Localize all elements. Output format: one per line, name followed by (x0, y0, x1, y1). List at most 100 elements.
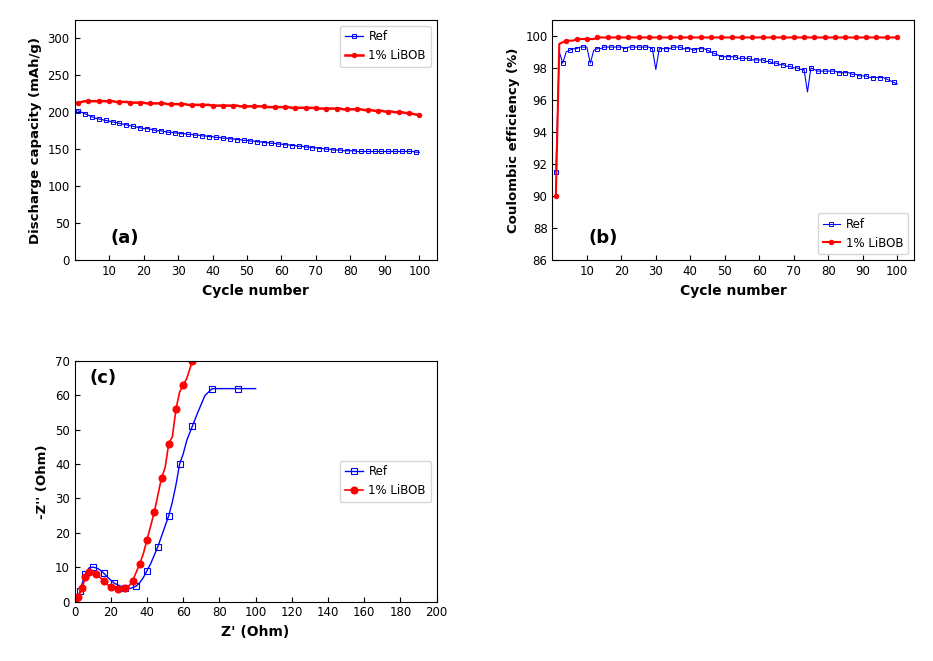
1% LiBOB (82, 570, 93, 578)
Ref (123, 584, 134, 592)
1% LiBOB (868, 34, 879, 42)
Line: Ref: Ref (554, 45, 899, 174)
1% LiBOB (155, 99, 166, 107)
Ref (82, 566, 93, 574)
Legend: Ref, 1% LiBOB: Ref, 1% LiBOB (341, 461, 431, 502)
1% LiBOB (174, 388, 186, 396)
1% LiBOB (116, 586, 127, 594)
Ref (241, 385, 252, 393)
Ref (200, 391, 211, 399)
Ref (181, 436, 192, 444)
1% LiBOB (156, 474, 167, 482)
Ref (730, 53, 741, 61)
Ref (187, 422, 198, 430)
Ref (757, 56, 768, 64)
Ref (98, 569, 109, 577)
1% LiBOB (878, 34, 889, 42)
1% LiBOB (127, 577, 138, 585)
Ref (105, 576, 117, 584)
Ref (620, 45, 631, 53)
1% LiBOB (730, 34, 741, 42)
Ref (575, 43, 586, 51)
1% LiBOB (187, 357, 198, 365)
X-axis label: Cycle number: Cycle number (202, 284, 309, 297)
Line: 1% LiBOB: 1% LiBOB (553, 35, 899, 198)
Line: Ref: Ref (72, 386, 258, 604)
Y-axis label: -Z'' (Ohm): -Z'' (Ohm) (36, 444, 49, 519)
Ref (192, 408, 203, 416)
1% LiBOB (98, 577, 109, 585)
1% LiBOB (80, 574, 91, 582)
1% LiBOB (142, 99, 153, 107)
Ref (71, 596, 82, 603)
Ref (142, 566, 153, 574)
Y-axis label: Coulombic efficiency (%): Coulombic efficiency (%) (507, 48, 520, 233)
Ref (413, 148, 425, 156)
1% LiBOB (252, 102, 263, 110)
Ref (138, 124, 149, 132)
1% LiBOB (75, 589, 86, 597)
1% LiBOB (123, 582, 134, 590)
1% LiBOB (142, 535, 153, 543)
1% LiBOB (113, 586, 124, 594)
1% LiBOB (163, 440, 174, 447)
1% LiBOB (69, 598, 80, 605)
1% LiBOB (119, 584, 131, 592)
Ref (80, 570, 91, 578)
1% LiBOB (279, 103, 290, 111)
Ref (633, 43, 644, 51)
1% LiBOB (79, 97, 91, 105)
Ref (73, 592, 84, 600)
Text: (b): (b) (589, 229, 618, 247)
Ref (119, 584, 131, 592)
Ref (156, 532, 167, 540)
Ref (250, 385, 261, 393)
X-axis label: Z' (Ohm): Z' (Ohm) (221, 625, 290, 639)
1% LiBOB (400, 109, 411, 117)
1% LiBOB (84, 568, 95, 576)
1% LiBOB (167, 433, 178, 441)
1% LiBOB (152, 491, 163, 499)
Ref (550, 168, 562, 176)
1% LiBOB (620, 34, 631, 42)
1% LiBOB (91, 570, 102, 578)
Ref (232, 385, 244, 393)
1% LiBOB (181, 374, 192, 382)
Ref (91, 564, 102, 572)
Ref (138, 574, 149, 582)
1% LiBOB (160, 463, 171, 471)
1% LiBOB (633, 34, 644, 42)
1% LiBOB (77, 584, 88, 592)
1% LiBOB (78, 578, 90, 586)
Ref (152, 543, 163, 551)
Ref (84, 564, 95, 572)
1% LiBOB (105, 583, 117, 591)
Ref (276, 140, 287, 148)
1% LiBOB (131, 568, 142, 576)
Ref (160, 522, 171, 530)
Text: (c): (c) (90, 369, 117, 387)
Ref (206, 385, 217, 393)
Ref (177, 450, 188, 458)
Ref (174, 460, 186, 468)
1% LiBOB (171, 405, 182, 413)
1% LiBOB (390, 108, 401, 116)
Ref (113, 581, 124, 589)
Ref (214, 385, 225, 393)
Ref (75, 587, 86, 595)
Ref (94, 566, 105, 574)
Ref (223, 385, 234, 393)
Legend: Ref, 1% LiBOB: Ref, 1% LiBOB (818, 213, 909, 254)
Ref (386, 147, 397, 155)
Ref (69, 598, 80, 605)
1% LiBOB (109, 584, 120, 592)
Ref (163, 512, 174, 520)
Legend: Ref, 1% LiBOB: Ref, 1% LiBOB (341, 26, 431, 67)
Ref (171, 481, 182, 488)
Ref (152, 127, 163, 135)
Ref (878, 73, 889, 81)
Line: 1% LiBOB: 1% LiBOB (76, 99, 422, 118)
1% LiBOB (550, 192, 562, 200)
1% LiBOB (73, 594, 84, 602)
1% LiBOB (102, 580, 113, 588)
